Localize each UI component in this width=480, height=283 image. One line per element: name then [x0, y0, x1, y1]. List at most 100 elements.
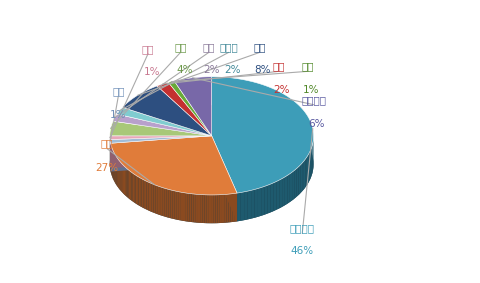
Polygon shape: [274, 181, 276, 211]
Text: 歴史: 歴史: [301, 61, 314, 71]
Polygon shape: [202, 195, 204, 223]
Text: 自然科学: 自然科学: [290, 224, 315, 233]
Polygon shape: [233, 193, 235, 222]
Polygon shape: [142, 179, 143, 208]
Polygon shape: [157, 186, 159, 215]
Polygon shape: [161, 187, 163, 216]
Polygon shape: [129, 170, 130, 200]
Polygon shape: [134, 174, 135, 203]
Polygon shape: [304, 159, 305, 189]
Polygon shape: [177, 191, 179, 220]
Polygon shape: [126, 168, 128, 198]
Text: 工学: 工学: [101, 139, 113, 149]
Polygon shape: [168, 81, 212, 136]
Polygon shape: [261, 186, 264, 216]
Polygon shape: [212, 77, 313, 193]
Polygon shape: [118, 159, 119, 188]
Polygon shape: [156, 185, 157, 214]
Polygon shape: [305, 157, 307, 187]
Polygon shape: [110, 136, 212, 171]
Text: 46%: 46%: [291, 246, 314, 256]
Polygon shape: [220, 195, 222, 223]
Polygon shape: [150, 183, 152, 212]
Polygon shape: [110, 136, 212, 168]
Polygon shape: [171, 190, 173, 219]
Polygon shape: [124, 166, 125, 195]
Polygon shape: [230, 194, 233, 222]
Polygon shape: [117, 107, 212, 136]
Polygon shape: [168, 189, 171, 218]
Text: その他: その他: [219, 42, 238, 52]
Polygon shape: [310, 149, 311, 179]
Text: 総記: 総記: [253, 42, 266, 52]
Polygon shape: [282, 177, 285, 207]
Polygon shape: [114, 153, 115, 183]
Polygon shape: [216, 195, 217, 223]
Polygon shape: [137, 176, 139, 205]
Polygon shape: [299, 165, 300, 195]
Text: 社会科学: 社会科学: [301, 95, 326, 105]
Polygon shape: [192, 194, 193, 222]
Polygon shape: [183, 192, 185, 221]
Polygon shape: [312, 142, 313, 173]
Polygon shape: [174, 77, 212, 136]
Polygon shape: [181, 192, 183, 221]
Ellipse shape: [110, 105, 313, 223]
Polygon shape: [113, 114, 212, 136]
Polygon shape: [116, 156, 117, 185]
Polygon shape: [222, 194, 224, 223]
Polygon shape: [110, 136, 212, 143]
Polygon shape: [110, 136, 212, 171]
Polygon shape: [110, 121, 212, 136]
Polygon shape: [198, 194, 200, 223]
Polygon shape: [110, 136, 212, 168]
Text: 4%: 4%: [177, 65, 193, 75]
Polygon shape: [213, 195, 216, 223]
Text: 文学: 文学: [203, 42, 215, 52]
Polygon shape: [294, 169, 297, 199]
Polygon shape: [140, 178, 142, 207]
Text: 27%: 27%: [96, 163, 119, 173]
Polygon shape: [276, 180, 279, 210]
Polygon shape: [165, 188, 167, 217]
Polygon shape: [196, 194, 198, 223]
Polygon shape: [307, 155, 308, 185]
Polygon shape: [235, 193, 237, 222]
Polygon shape: [292, 170, 294, 200]
Polygon shape: [285, 175, 288, 205]
Polygon shape: [209, 195, 211, 223]
Polygon shape: [154, 184, 156, 213]
Text: 哲学: 哲学: [273, 61, 285, 71]
Polygon shape: [139, 177, 140, 206]
Polygon shape: [290, 172, 292, 202]
Polygon shape: [163, 188, 165, 216]
Polygon shape: [110, 136, 212, 140]
Polygon shape: [211, 195, 213, 223]
Text: 1%: 1%: [302, 85, 319, 95]
Polygon shape: [308, 153, 309, 183]
Polygon shape: [187, 193, 189, 222]
Polygon shape: [167, 189, 168, 218]
Polygon shape: [311, 147, 312, 177]
Text: 語学: 語学: [174, 42, 187, 52]
Polygon shape: [248, 190, 251, 219]
Polygon shape: [152, 184, 154, 213]
Polygon shape: [110, 136, 237, 195]
Polygon shape: [112, 148, 113, 178]
Text: 2%: 2%: [274, 85, 290, 95]
Polygon shape: [302, 161, 304, 191]
Polygon shape: [240, 192, 244, 221]
Polygon shape: [193, 194, 196, 222]
Polygon shape: [212, 136, 237, 221]
Polygon shape: [122, 86, 212, 136]
Polygon shape: [279, 179, 282, 208]
Polygon shape: [251, 189, 254, 219]
Polygon shape: [123, 165, 124, 194]
Text: 2%: 2%: [204, 65, 220, 75]
Polygon shape: [132, 172, 133, 201]
Polygon shape: [135, 175, 137, 204]
Polygon shape: [117, 158, 118, 187]
Polygon shape: [125, 167, 126, 196]
Polygon shape: [254, 188, 258, 218]
Polygon shape: [217, 195, 220, 223]
